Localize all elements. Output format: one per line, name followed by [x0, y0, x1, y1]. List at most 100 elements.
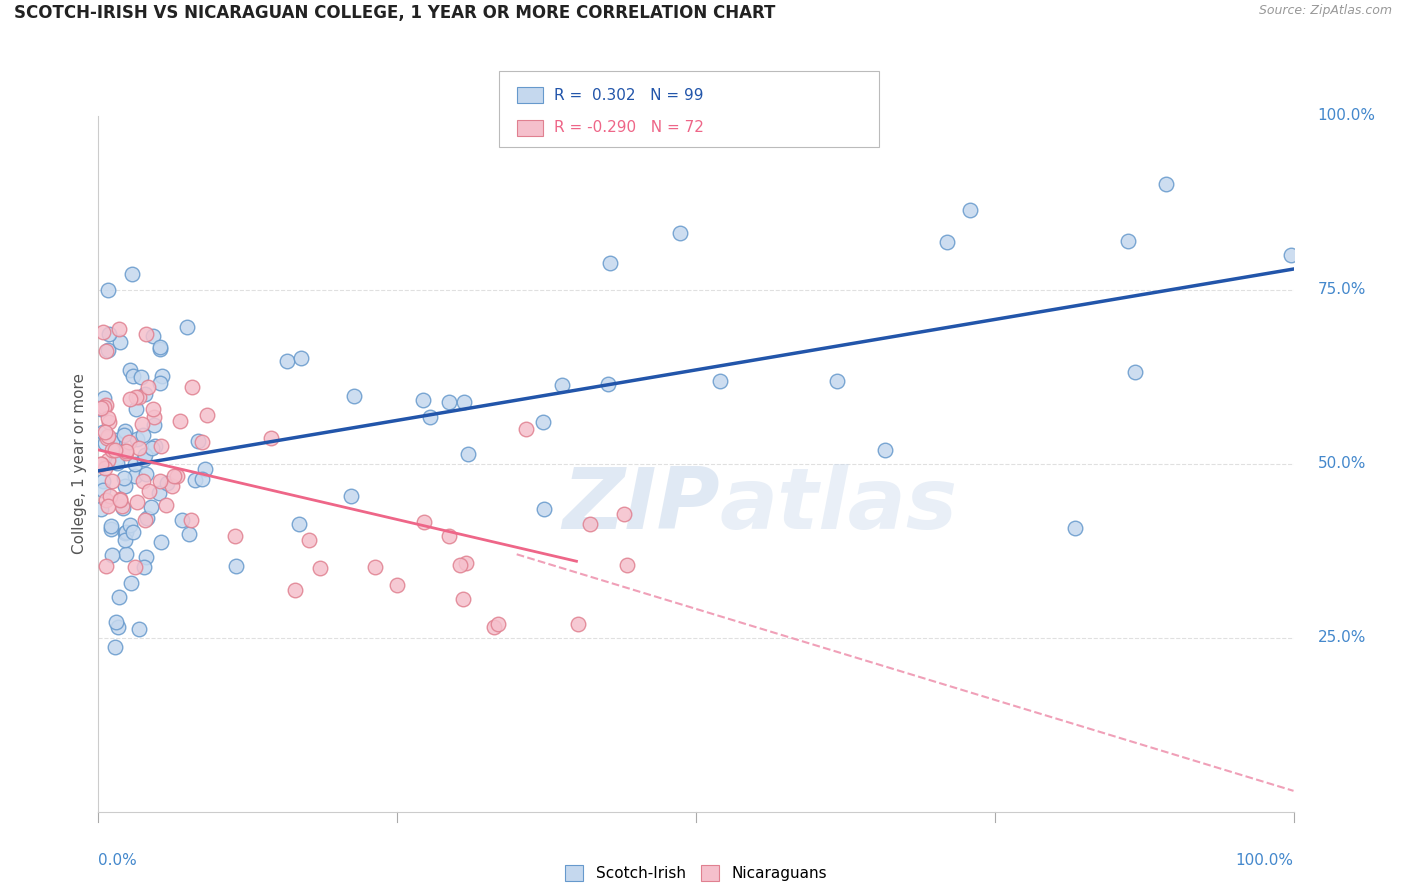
Point: [149, 376, 172, 390]
Point: [1123, 365, 1146, 379]
Point: [142, 328, 165, 343]
Point: [163, 468, 186, 483]
Point: [101, 474, 124, 488]
Point: [118, 363, 141, 377]
Point: [180, 513, 202, 527]
Point: [135, 511, 157, 525]
Point: [97, 343, 120, 357]
Point: [94, 493, 117, 508]
Point: [125, 432, 148, 446]
Point: [578, 516, 600, 531]
Point: [91, 325, 114, 339]
Point: [124, 457, 146, 471]
Point: [93, 436, 115, 450]
Point: [94, 398, 117, 412]
Text: atlas: atlas: [720, 464, 957, 547]
Point: [148, 486, 170, 500]
Point: [177, 527, 200, 541]
Point: [298, 533, 321, 548]
Point: [124, 468, 146, 483]
Point: [276, 353, 298, 368]
Text: SCOTCH-IRISH VS NICARAGUAN COLLEGE, 1 YEAR OR MORE CORRELATION CHART: SCOTCH-IRISH VS NICARAGUAN COLLEGE, 1 YE…: [14, 4, 776, 22]
Point: [134, 448, 156, 462]
Point: [118, 435, 141, 450]
Point: [112, 470, 135, 484]
Point: [191, 435, 214, 450]
Point: [121, 267, 143, 281]
Point: [122, 368, 145, 383]
Point: [412, 392, 434, 407]
Point: [114, 526, 136, 541]
Point: [364, 560, 387, 574]
Point: [125, 401, 148, 416]
Point: [104, 442, 127, 457]
Point: [128, 441, 150, 455]
Point: [145, 439, 167, 453]
Point: [1279, 248, 1302, 262]
Point: [437, 395, 460, 409]
Point: [152, 369, 174, 384]
Point: [149, 534, 172, 549]
Point: [114, 443, 136, 458]
Point: [149, 340, 172, 354]
Point: [613, 507, 636, 521]
Point: [449, 558, 471, 572]
Point: [103, 640, 125, 654]
Point: [176, 320, 198, 334]
Point: [90, 457, 112, 471]
Point: [118, 518, 141, 533]
Point: [108, 322, 131, 336]
Point: [419, 410, 441, 425]
Point: [169, 414, 191, 428]
Text: ZIP: ZIP: [562, 464, 720, 547]
Point: [104, 433, 127, 447]
Point: [454, 556, 477, 570]
Point: [284, 582, 307, 597]
Text: 75.0%: 75.0%: [1317, 283, 1365, 297]
Point: [149, 342, 172, 356]
Point: [1116, 234, 1139, 248]
Point: [114, 424, 136, 438]
Point: [98, 415, 121, 429]
Point: [515, 422, 537, 436]
Point: [149, 474, 172, 488]
Point: [91, 425, 114, 440]
Point: [114, 533, 136, 548]
Text: R = -0.290   N = 72: R = -0.290 N = 72: [554, 120, 704, 135]
Point: [309, 561, 332, 575]
Point: [1154, 178, 1177, 192]
Point: [451, 591, 474, 606]
Point: [135, 327, 157, 342]
Point: [98, 489, 121, 503]
Point: [97, 326, 120, 341]
Point: [97, 453, 120, 467]
Point: [93, 400, 115, 414]
Point: [141, 442, 163, 456]
Point: [111, 499, 134, 513]
Point: [131, 428, 153, 442]
Point: [825, 374, 848, 388]
Point: [128, 622, 150, 636]
Point: [111, 445, 134, 459]
Point: [90, 401, 112, 416]
Point: [131, 417, 153, 431]
Point: [136, 380, 159, 394]
Point: [107, 620, 129, 634]
Point: [155, 498, 177, 512]
Y-axis label: College, 1 year or more: College, 1 year or more: [72, 374, 87, 554]
Point: [453, 394, 475, 409]
Point: [599, 255, 621, 269]
Point: [105, 456, 128, 470]
Point: [875, 442, 897, 457]
Point: [287, 516, 309, 531]
Point: [104, 615, 127, 629]
Point: [111, 500, 134, 515]
Point: [108, 335, 131, 350]
Point: [439, 528, 461, 542]
Point: [97, 410, 120, 425]
Point: [149, 439, 172, 453]
Point: [134, 387, 156, 401]
Point: [96, 344, 118, 359]
Point: [533, 501, 555, 516]
Point: [100, 518, 122, 533]
